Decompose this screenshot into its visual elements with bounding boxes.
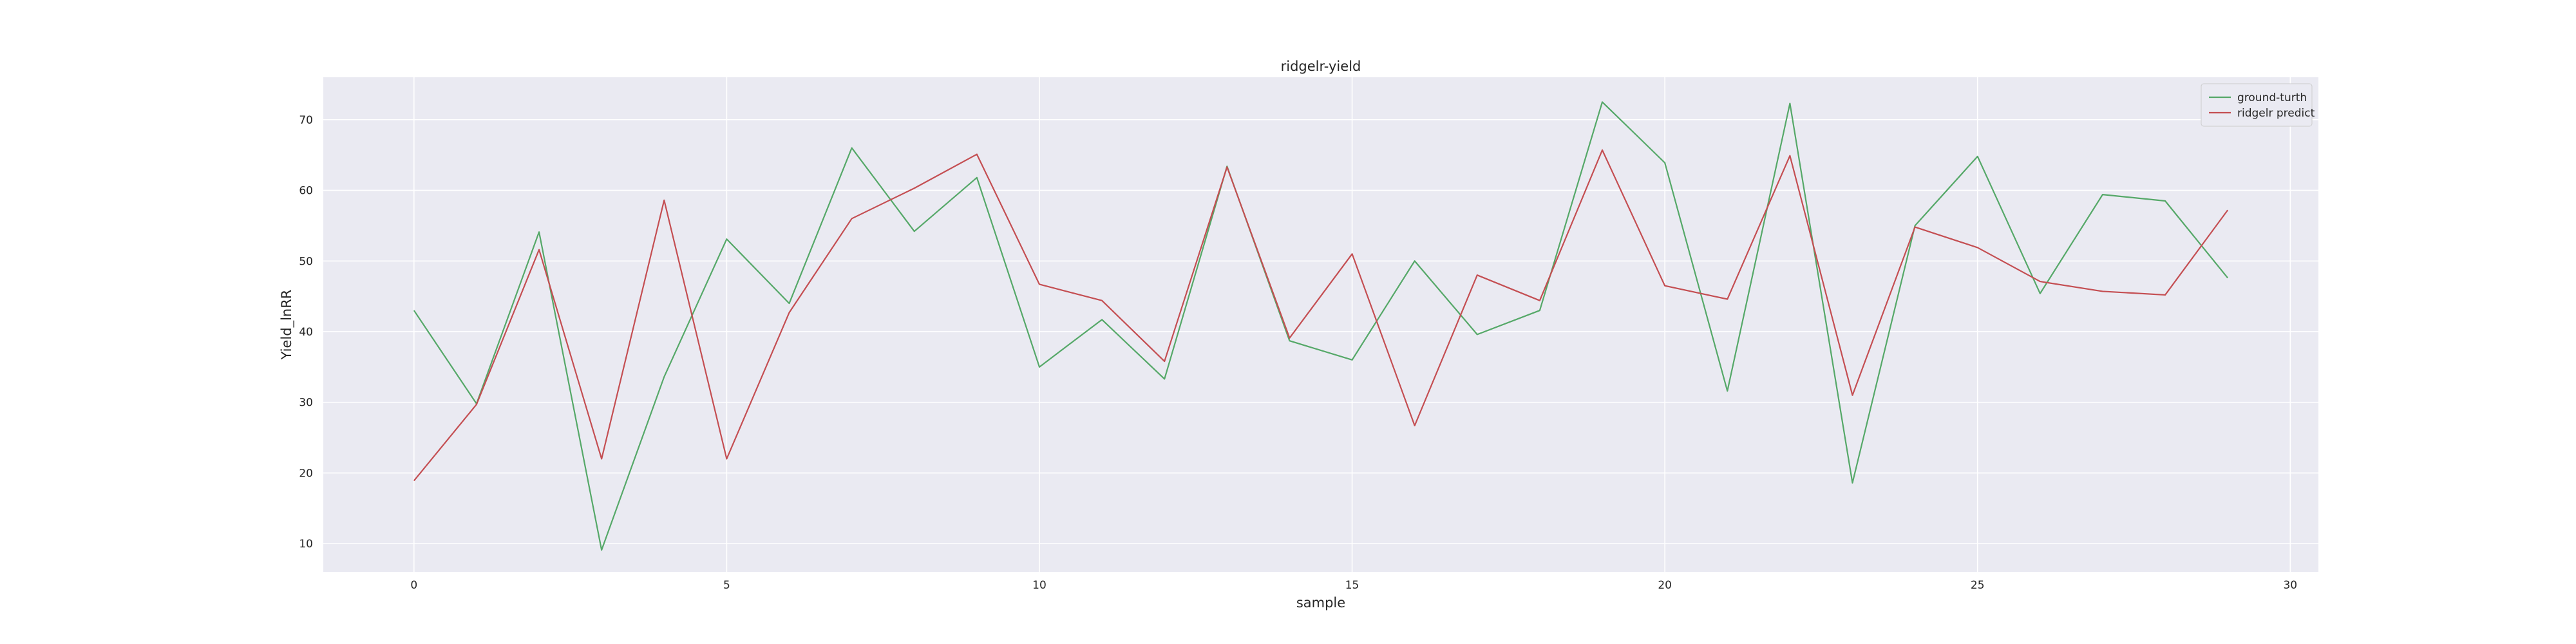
legend-entry: ground-turth bbox=[2237, 91, 2307, 104]
x-tick-label: 10 bbox=[1032, 579, 1046, 592]
y-tick-label: 30 bbox=[299, 397, 313, 410]
y-tick-label: 40 bbox=[299, 326, 313, 339]
legend-box bbox=[2201, 83, 2313, 127]
gridlines bbox=[323, 77, 2318, 572]
x-tick-label: 25 bbox=[1971, 579, 1985, 592]
y-tick-label: 50 bbox=[299, 255, 313, 268]
legend-entry: ridgelr predict bbox=[2237, 107, 2315, 120]
legend: ground-turth ridgelr predict bbox=[2201, 83, 2315, 127]
y-tick-label: 20 bbox=[299, 467, 313, 480]
x-axis-ticks: 0 5 10 15 20 25 30 bbox=[410, 579, 2297, 592]
y-tick-label: 70 bbox=[299, 114, 313, 127]
chart-title: ridgelr-yield bbox=[1281, 59, 1361, 74]
x-axis-label: sample bbox=[1296, 595, 1345, 611]
series-line-2 bbox=[413, 149, 2229, 482]
y-tick-label: 60 bbox=[299, 185, 313, 198]
y-axis-ticks: 10 20 30 40 50 60 70 bbox=[299, 114, 313, 551]
y-tick-label: 10 bbox=[299, 538, 313, 551]
x-tick-label: 15 bbox=[1345, 579, 1359, 592]
series-line-1 bbox=[413, 101, 2229, 551]
x-tick-label: 0 bbox=[410, 579, 417, 592]
x-tick-label: 20 bbox=[1658, 579, 1672, 592]
y-axis-label: Yield_lnRR bbox=[279, 290, 295, 361]
x-tick-label: 30 bbox=[2283, 579, 2297, 592]
series-lines bbox=[413, 101, 2229, 551]
plot-background bbox=[323, 77, 2318, 572]
x-tick-label: 5 bbox=[723, 579, 730, 592]
